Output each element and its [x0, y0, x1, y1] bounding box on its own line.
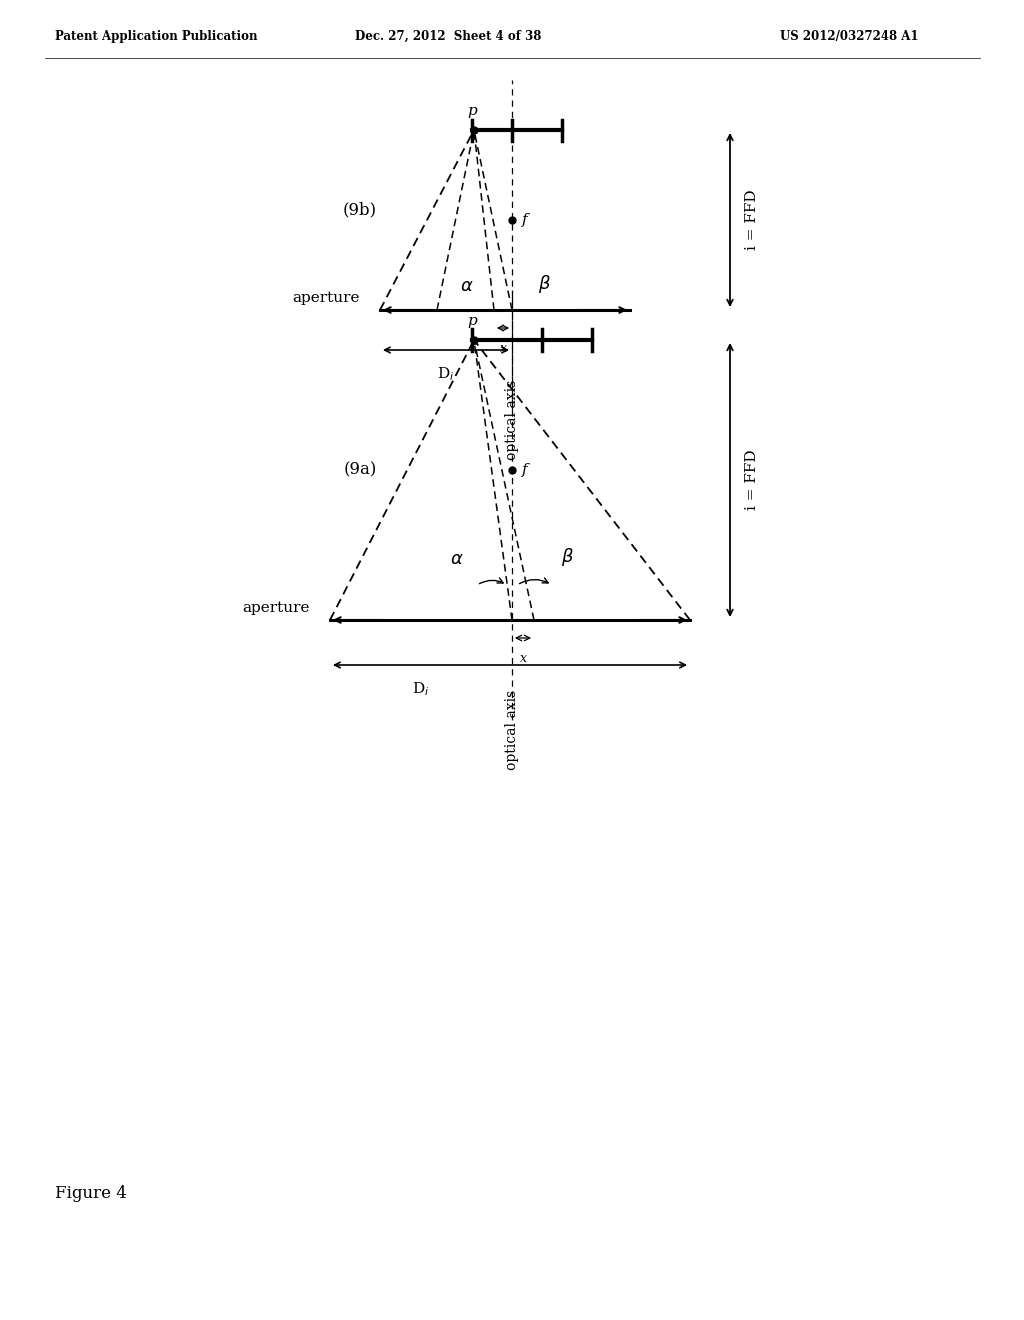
Text: p: p	[467, 104, 477, 117]
Text: US 2012/0327248 A1: US 2012/0327248 A1	[780, 30, 919, 44]
Text: Dec. 27, 2012  Sheet 4 of 38: Dec. 27, 2012 Sheet 4 of 38	[355, 30, 542, 44]
Text: Figure 4: Figure 4	[55, 1185, 127, 1203]
Text: (9a): (9a)	[343, 462, 377, 479]
Text: aperture: aperture	[243, 601, 310, 615]
Text: x: x	[500, 342, 507, 355]
Text: D$_i$: D$_i$	[413, 680, 430, 698]
Text: f: f	[522, 213, 527, 227]
Text: optical axis: optical axis	[505, 380, 519, 461]
Text: (9b): (9b)	[343, 202, 377, 219]
Text: optical axis: optical axis	[505, 690, 519, 771]
Text: D$_i$: D$_i$	[437, 366, 455, 383]
Text: $\alpha$: $\alpha$	[460, 277, 474, 294]
Text: f: f	[522, 463, 527, 477]
Text: $\alpha$: $\alpha$	[451, 550, 464, 568]
Text: $\beta$: $\beta$	[560, 546, 573, 568]
Text: i = FFD: i = FFD	[745, 190, 759, 251]
Text: x: x	[519, 652, 526, 665]
Text: Patent Application Publication: Patent Application Publication	[55, 30, 257, 44]
Text: $\beta$: $\beta$	[538, 273, 551, 294]
Text: aperture: aperture	[293, 290, 360, 305]
Text: p: p	[467, 314, 477, 327]
Text: i = FFD: i = FFD	[745, 450, 759, 511]
